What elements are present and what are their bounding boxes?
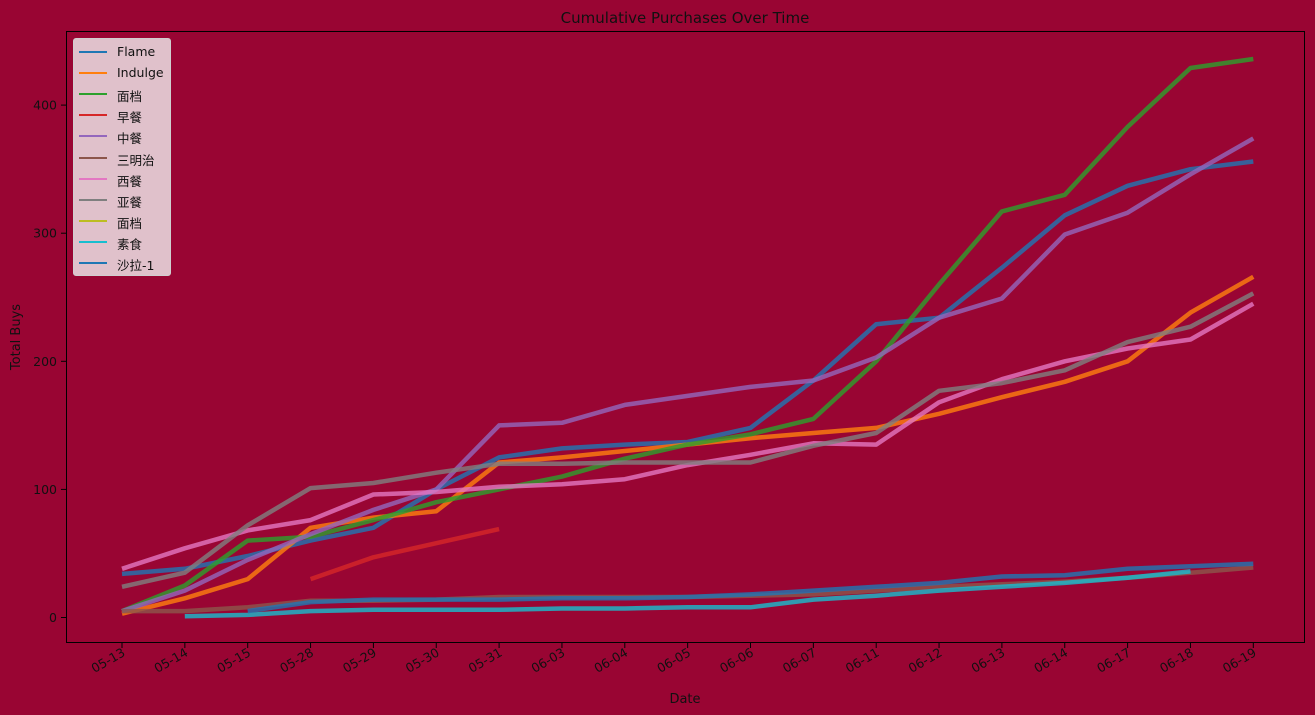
y-axis: 0 100 200 300 400 [33,98,67,625]
legend-swatch [79,72,107,75]
legend-label: 三明治 [117,152,155,168]
legend-swatch [79,156,107,159]
x-tick-label: 05-30 [403,645,442,676]
legend-item: Indulge [74,62,170,83]
legend-label: 面档 [117,89,143,105]
x-tick-label: 06-03 [528,645,567,676]
series-line-9 [184,569,1191,619]
x-tick-label: 06-14 [1031,645,1070,676]
series-line-4 [121,136,1255,614]
x-tick-label: 06-06 [717,645,756,676]
legend-swatch [79,240,107,243]
x-tick-label: 06-19 [1220,645,1259,676]
legend-label: 沙拉-1 [117,258,155,273]
legend-swatch [79,93,107,96]
series-line-10 [247,561,1254,614]
x-tick-label: 06-18 [1157,645,1196,676]
legend-swatch [79,198,107,201]
legend-label: 素食 [117,236,143,252]
series-line-6 [121,301,1255,571]
x-tick-label: 06-12 [906,645,945,676]
legend-label: 亚餐 [117,194,143,210]
x-tick-label: 06-13 [968,645,1007,676]
series-line-0 [121,159,1254,577]
legend-item: 西餐 [74,168,170,189]
x-tick-label: 05-13 [89,645,128,676]
legend-item: 早餐 [74,104,170,125]
series-line-3 [309,526,500,582]
legend-item: 沙拉-1 [74,252,170,273]
x-tick-label: 05-28 [277,645,316,676]
legend-label: 西餐 [117,173,143,189]
x-tick-label: 06-04 [591,645,630,676]
y-tick-label: 400 [33,98,57,113]
legend: Flame Indulge 面档 早餐 中餐 三明治 西餐 亚餐 面档 素食 沙拉-1 [73,38,171,276]
x-tick-label: 05-14 [151,645,190,676]
legend-label: 面档 [117,215,143,231]
x-tick-label: 05-31 [466,645,505,676]
legend-label: Flame [117,44,156,59]
y-tick-label: 100 [33,482,57,497]
series-lines [121,56,1255,619]
legend-item: 面档 [74,83,170,104]
x-axis: 05-13 05-14 05-15 05-28 05-29 05-30 05-31 06-03… [89,642,1259,676]
series-line-7 [121,291,1255,589]
chart-title: Cumulative Purchases Over Time [561,9,810,27]
legend-item: 面档 [74,210,170,231]
legend-swatch [79,51,107,53]
y-tick-label: 0 [49,610,57,625]
legend-swatch [79,135,107,138]
legend-swatch [79,262,107,264]
x-tick-label: 06-17 [1094,645,1133,676]
legend-item: 中餐 [74,125,170,146]
x-tick-label: 06-07 [780,645,819,676]
y-tick-label: 300 [33,226,57,241]
legend-label: Indulge [117,65,164,81]
y-tick-label: 200 [33,354,57,369]
legend-item: 三明治 [74,147,170,168]
plot-frame [66,31,1305,643]
legend-swatch [79,177,107,180]
x-tick-label: 06-11 [843,645,882,676]
series-line-2 [121,56,1254,614]
x-axis-label: Date [669,692,700,707]
legend-label: 中餐 [117,131,143,147]
x-tick-label: 05-29 [340,645,379,676]
x-tick-label: 05-15 [214,645,253,676]
legend-item: Flame [74,41,170,62]
legend-item: 亚餐 [74,189,170,210]
y-axis-label: Total Buys [9,304,24,371]
legend-swatch [79,114,107,117]
legend-swatch [79,219,107,222]
legend-label: 早餐 [117,110,143,126]
legend-item: 素食 [74,231,170,252]
x-tick-label: 06-05 [654,645,693,676]
